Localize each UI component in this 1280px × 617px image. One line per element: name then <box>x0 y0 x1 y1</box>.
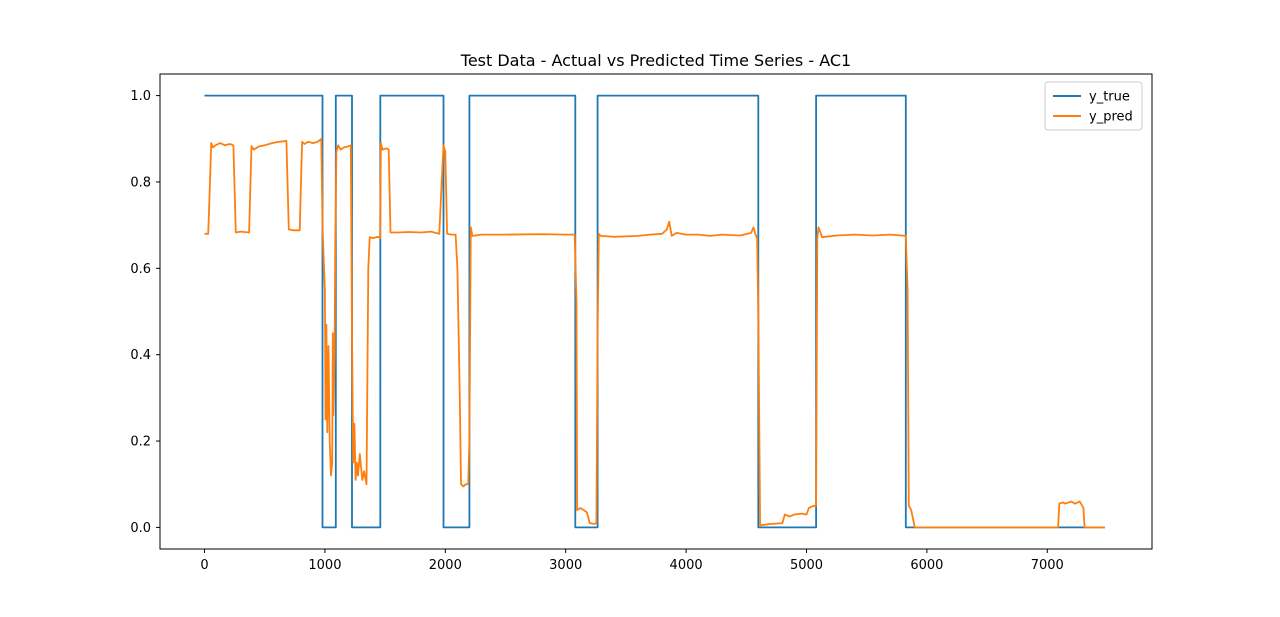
x-tick-label: 6000 <box>910 558 943 573</box>
legend-label-y_true: y_true <box>1089 90 1130 105</box>
axis-ticks: 0 1000 2000 3000 4000 5000 6000 7000 0.0 0.2 0.4 0.… <box>130 89 1063 573</box>
chart-title: Test Data - Actual vs Predicted Time Ser… <box>460 51 851 70</box>
y-tick-label: 0.8 <box>130 175 151 190</box>
x-tick-label: 4000 <box>670 558 703 573</box>
y-tick-label: 0.0 <box>130 521 151 536</box>
x-tick-label: 1000 <box>308 558 341 573</box>
x-tick-label: 7000 <box>1031 558 1064 573</box>
y-tick-label: 1.0 <box>130 89 151 104</box>
x-tick-label: 3000 <box>549 558 582 573</box>
y-tick-label: 0.4 <box>130 348 151 363</box>
plot-area <box>204 94 1105 529</box>
legend-label-y_pred: y_pred <box>1089 110 1133 125</box>
series-line-y_pred <box>204 137 1105 529</box>
legend: y_true y_pred <box>1044 81 1143 131</box>
x-tick-label: 2000 <box>429 558 462 573</box>
x-tick-label: 0 <box>200 558 208 573</box>
legend-box <box>1044 81 1143 131</box>
axes-frame <box>159 73 1153 550</box>
x-tick-label: 5000 <box>790 558 823 573</box>
y-tick-label: 0.2 <box>130 435 151 450</box>
y-tick-label: 0.6 <box>130 262 151 277</box>
